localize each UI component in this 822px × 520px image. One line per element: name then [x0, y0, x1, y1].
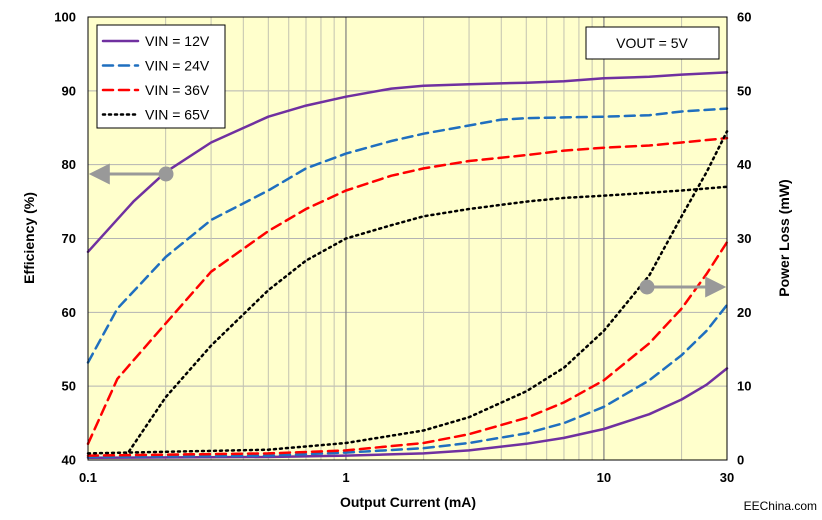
legend-label: VIN = 24V: [145, 58, 210, 74]
legend-label: VIN = 36V: [145, 82, 210, 98]
legend: VIN = 12V VIN = 24V VIN = 36V VIN = 65V: [96, 24, 226, 129]
y-left-tick-label: 40: [62, 453, 76, 468]
y-right-tick-label: 50: [737, 83, 751, 98]
efficiency-curve-vin24v: [86, 107, 729, 364]
x-tick-label: 10: [597, 470, 611, 485]
y-left-tick-label: 50: [62, 379, 76, 394]
x-tick-label: 0.1: [79, 470, 97, 485]
vout-annotation: VOUT = 5V: [585, 26, 720, 60]
vout-annotation-box: [585, 26, 720, 60]
y-right-tick-label: 60: [737, 10, 751, 25]
y-left-axis-title: Efficiency (%): [21, 192, 37, 284]
x-tick-label: 1: [342, 470, 349, 485]
legend-box: [96, 24, 226, 129]
watermark: EEChina.com: [744, 499, 817, 513]
efficiency-curve-vin12v: [86, 71, 729, 254]
power-loss-curve-vin24v: [86, 303, 729, 459]
efficiency-curve-vin65v: [124, 185, 729, 458]
power-loss-curve-vin65v: [86, 130, 729, 455]
y-left-tick-label: 60: [62, 305, 76, 320]
x-tick-label: 30: [720, 470, 734, 485]
y-left-tick-label: 70: [62, 231, 76, 246]
x-axis-title: Output Current (mA): [340, 494, 476, 510]
efficiency-curve-vin36v: [86, 136, 729, 446]
legend-label: VIN = 65V: [145, 107, 210, 123]
pointer-dot-right: [639, 279, 655, 295]
y-right-tick-label: 20: [737, 305, 751, 320]
power-loss-axis-pointer: [639, 276, 727, 298]
y-left-tick-label: 80: [62, 157, 76, 172]
y-right-tick-label: 0: [737, 453, 744, 468]
grid-lines: [88, 17, 727, 460]
y-left-tick-label: 90: [62, 83, 76, 98]
legend-label: VIN = 12V: [145, 33, 210, 49]
vout-annotation-text: VOUT = 5V: [616, 35, 688, 51]
y-right-tick-label: 30: [737, 231, 751, 246]
y-right-axis-title: Power Loss (mW): [776, 179, 792, 296]
y-left-tick-label: 100: [54, 10, 76, 25]
efficiency-axis-pointer: [88, 163, 174, 185]
data-curves: [86, 71, 729, 460]
y-right-tick-label: 40: [737, 157, 751, 172]
tick-labels: 40 50 60 70 80 90 100 0 10 20 30 40 50 60 0.1 1 10 30: [54, 10, 751, 486]
pointer-dot-left: [158, 166, 174, 182]
power-loss-curve-vin36v: [86, 240, 729, 457]
plot-border: [87, 16, 728, 461]
power-loss-curve-vin12v: [86, 367, 729, 460]
y-right-tick-label: 10: [737, 379, 751, 394]
